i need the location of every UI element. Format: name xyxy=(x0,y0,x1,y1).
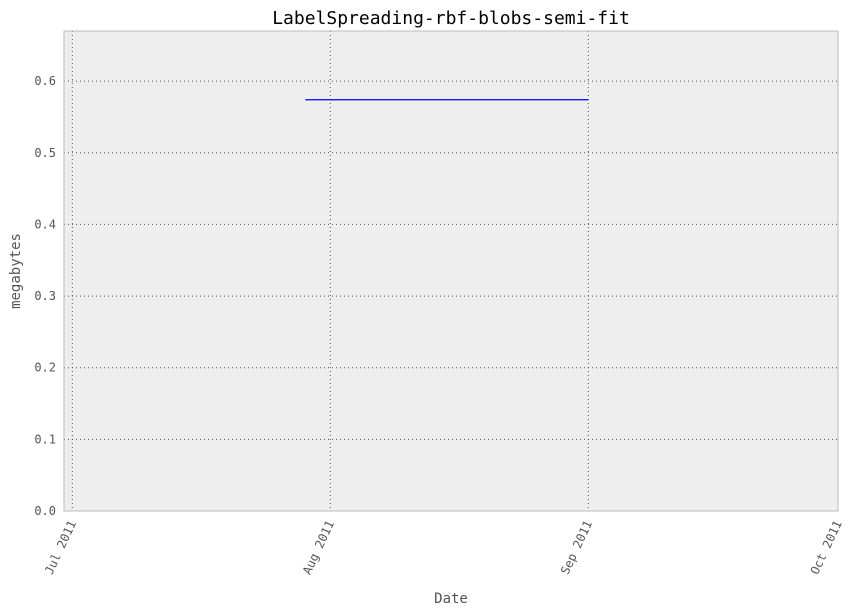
y-tick-label: 0.1 xyxy=(34,432,56,446)
x-tick-label: Oct 2011 xyxy=(808,518,845,576)
chart-title: LabelSpreading-rbf-blobs-semi-fit xyxy=(272,8,630,29)
y-tick-labels: 0.0 0.1 0.2 0.3 0.4 0.5 0.6 xyxy=(34,74,56,518)
y-axis-label: megabytes xyxy=(8,233,24,309)
y-tick-label: 0.6 xyxy=(34,74,56,88)
plot-area xyxy=(64,31,838,511)
y-tick-label: 0.0 xyxy=(34,504,56,518)
plot-border xyxy=(63,30,839,512)
x-tick-label: Sep 2011 xyxy=(558,518,595,576)
x-tick-labels: Jul 2011 Aug 2011 Sep 2011 Oct 2011 xyxy=(42,518,845,576)
y-tick-label: 0.4 xyxy=(34,217,56,231)
y-tick-label: 0.2 xyxy=(34,361,56,375)
y-tick-label: 0.5 xyxy=(34,146,56,160)
x-tick-label: Aug 2011 xyxy=(300,518,337,576)
y-tick-label: 0.3 xyxy=(34,289,56,303)
x-tick-label: Jul 2011 xyxy=(42,518,79,576)
x-axis-label: Date xyxy=(434,591,468,607)
